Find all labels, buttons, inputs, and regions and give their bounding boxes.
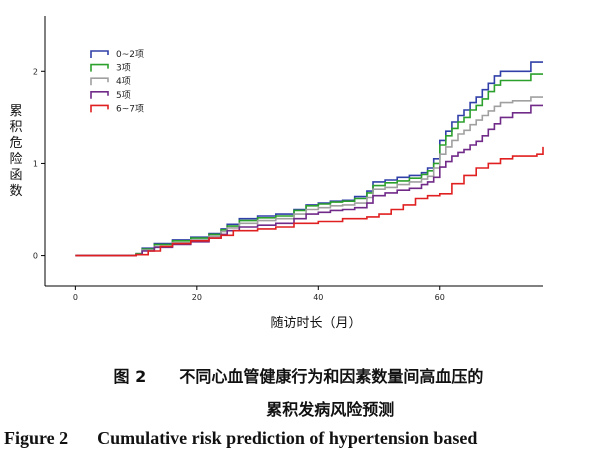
legend-label: 4项 xyxy=(116,76,131,87)
caption-zh-line2: 累积发病风险预测 xyxy=(0,396,597,420)
y-ticks: 0 1 2 xyxy=(33,67,45,261)
caption-zh-label: 图 2 xyxy=(113,367,147,386)
legend-swatch xyxy=(90,91,109,99)
legend-label: 5项 xyxy=(116,90,131,101)
legend-label: 0~2项 xyxy=(116,49,144,60)
x-ticks: 0 20 40 60 xyxy=(73,286,445,302)
x-tick-label: 60 xyxy=(435,293,445,302)
series-line xyxy=(75,73,543,257)
y-axis-title: 累积危险函数 xyxy=(9,104,22,199)
caption-zh-line1: 图 2 不同心血管健康行为和因素数量间高血压的 xyxy=(0,363,597,387)
legend-label: 6~7项 xyxy=(116,103,144,114)
legend: 0~2项 3项 4项 5项 6~7项 xyxy=(90,49,144,114)
series-line xyxy=(75,104,543,257)
legend-swatch xyxy=(90,50,109,58)
series-line xyxy=(75,96,543,257)
y-axis-title-char: 函 xyxy=(9,168,22,183)
series-line xyxy=(75,146,544,257)
caption-en-text: Cumulative risk prediction of hypertensi… xyxy=(97,428,478,448)
caption-zh-text-2: 累积发病风险预测 xyxy=(266,400,395,419)
y-tick-label: 0 xyxy=(33,252,38,261)
y-axis-title-char: 累 xyxy=(9,104,22,119)
y-axis-title-char: 积 xyxy=(9,120,22,135)
chart-svg: 0 1 2 0 20 40 60 0~2项 3项 4项 5项 6~7项 累积危险函数 随访时长（月… xyxy=(9,16,544,331)
legend-label: 3项 xyxy=(116,63,131,74)
y-axis-title-char: 数 xyxy=(9,184,22,199)
series-layer xyxy=(75,61,544,257)
y-axis-title-char: 险 xyxy=(9,152,22,167)
plot-frame xyxy=(44,16,543,287)
y-tick-label: 1 xyxy=(33,159,38,168)
x-tick-label: 40 xyxy=(313,293,323,302)
x-tick-label: 20 xyxy=(192,293,202,302)
legend-swatch xyxy=(90,104,109,113)
caption-en: Figure 2 Cumulative risk prediction of h… xyxy=(4,428,477,449)
caption-en-label: Figure 2 xyxy=(4,428,69,448)
y-tick-label: 2 xyxy=(33,67,38,76)
y-axis-title-char: 危 xyxy=(9,136,22,151)
legend-swatch xyxy=(90,63,109,72)
x-tick-label: 0 xyxy=(73,293,78,302)
caption-zh-text-1: 不同心血管健康行为和因素数量间高血压的 xyxy=(179,367,484,386)
series-line xyxy=(75,61,543,257)
x-axis-title: 随访时长（月） xyxy=(270,316,361,331)
legend-swatch xyxy=(90,77,109,86)
